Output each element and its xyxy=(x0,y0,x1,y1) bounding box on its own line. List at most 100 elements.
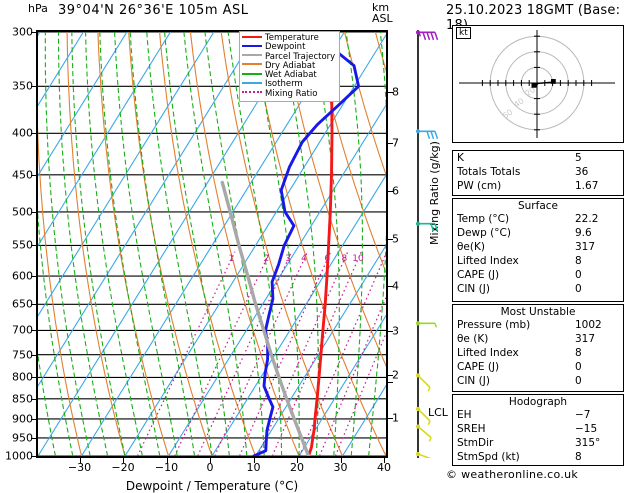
height-tick-mark xyxy=(388,239,393,241)
height-tick-label: 2 xyxy=(392,368,399,382)
pressure-tick-mark xyxy=(31,245,36,247)
pressure-tick-mark xyxy=(31,354,36,356)
pressure-tick-mark xyxy=(31,330,36,332)
legend-item: Dewpoint xyxy=(242,42,335,52)
pressure-tick-mark xyxy=(31,304,36,306)
stat-key: Dewp (°C) xyxy=(457,227,511,239)
pressure-tick-mark xyxy=(31,437,36,439)
height-tick-label: 1 xyxy=(392,411,399,425)
wind-barb xyxy=(415,424,432,442)
stat-key: θe (K) xyxy=(457,333,489,345)
stat-value: 317 xyxy=(575,241,596,253)
temperature-tick-mark xyxy=(297,458,298,463)
height-unit-line2: ASL xyxy=(372,12,393,25)
height-tick-mark xyxy=(388,375,393,377)
temperature-tick-label: −30 xyxy=(67,461,92,474)
height-unit-label: km ASL xyxy=(372,2,393,24)
stat-key: StmSpd (kt) xyxy=(457,451,520,463)
stat-key: Temp (°C) xyxy=(457,213,510,225)
pressure-tick-mark xyxy=(31,211,36,213)
pressure-tick-label: 700 xyxy=(12,323,33,337)
pressure-unit-label: hPa xyxy=(28,2,48,15)
pressure-tick-mark xyxy=(31,377,36,379)
most-unstable-panel-title: Most Unstable xyxy=(500,306,576,318)
temperature-tick-mark xyxy=(384,458,385,463)
stat-row: SREH −15 xyxy=(453,422,623,436)
pressure-tick-label: 400 xyxy=(12,126,33,140)
pressure-tick-label: 500 xyxy=(12,205,33,219)
stat-row: CIN (J) 0 xyxy=(453,282,623,296)
lcl-marker-label: LCL xyxy=(428,405,448,419)
height-unit-line1: km xyxy=(372,1,390,14)
mixing-ratio-value-label: 6 xyxy=(324,254,331,265)
stat-row: Temp (°C) 22.2 xyxy=(453,212,623,226)
sounding-plot-area[interactable] xyxy=(36,30,388,458)
stat-value: 0 xyxy=(575,283,582,295)
wind-barb xyxy=(415,321,438,328)
hodograph-ring-label: 60 xyxy=(501,108,515,121)
pressure-tick-mark xyxy=(31,174,36,176)
wind-barb xyxy=(415,221,439,232)
surface-panel: Surface Temp (°C) 22.2 Dewp (°C) 9.6 θe(K) 31… xyxy=(452,198,624,302)
hodograph-stats-title: Hodograph xyxy=(508,396,568,408)
height-tick-mark xyxy=(388,142,393,144)
temperature-tick-label: 20 xyxy=(290,461,304,474)
pressure-tick-label: 900 xyxy=(12,412,33,426)
legend-swatch xyxy=(242,62,265,71)
height-tick-mark xyxy=(388,92,393,94)
hodograph-plot[interactable]: kt 20 40 60 xyxy=(452,25,624,143)
wind-barb xyxy=(415,373,431,392)
sounding-chart[interactable]: 300 350 400 450 500 550 600 650 700 750 800 850 900 9… xyxy=(5,26,448,493)
pressure-tick-mark xyxy=(31,133,36,135)
mixing-ratio-value-label: 2 xyxy=(263,254,270,265)
temperature-tick-label: −20 xyxy=(111,461,135,474)
pressure-tick-label: 550 xyxy=(12,238,33,252)
wind-barb xyxy=(415,30,439,41)
pressure-tick-label: 650 xyxy=(12,297,33,311)
stat-row: Totals Totals 36 xyxy=(453,165,623,179)
wind-barb xyxy=(415,129,439,140)
stat-row: StmSpd (kt) 8 xyxy=(453,450,623,464)
height-tick-mark xyxy=(388,418,393,420)
legend-item: Temperature xyxy=(242,33,335,43)
pressure-tick-mark xyxy=(31,86,36,88)
stat-row: CAPE (J) 0 xyxy=(453,360,623,374)
height-tick-mark xyxy=(388,285,393,287)
stat-value: 0 xyxy=(575,375,582,387)
legend-label: Temperature xyxy=(265,33,319,43)
wind-barb xyxy=(415,406,431,426)
chart-legend: Temperature Dewpoint Parcel Trajectory Dry … xyxy=(239,31,341,103)
temperature-tick-label: 10 xyxy=(246,461,261,474)
stat-key: CAPE (J) xyxy=(457,269,500,281)
station-coordinates: 39°04'N 26°36'E 105m ASL xyxy=(58,3,249,18)
stat-row: StmDir 315° xyxy=(453,436,623,450)
stat-key: θe(K) xyxy=(457,241,485,253)
legend-label: Isotherm xyxy=(265,79,303,90)
pressure-tick-label: 850 xyxy=(12,392,33,406)
height-tick-label: 3 xyxy=(392,324,399,338)
stat-key: Lifted Index xyxy=(457,255,519,267)
legend-item: Dry Adiabat xyxy=(242,61,335,71)
stat-value: 9.6 xyxy=(575,227,592,239)
height-tick-mark xyxy=(388,330,393,332)
indices-panel: K 5 Totals Totals 36 PW (cm) 1.67 xyxy=(452,150,624,196)
pressure-tick-label: 950 xyxy=(12,431,33,445)
legend-item: Wet Adiabat xyxy=(242,70,335,80)
stat-value: 5 xyxy=(575,152,582,164)
most-unstable-panel: Most Unstable Pressure (mb) 1002 θe (K) 317… xyxy=(452,304,624,392)
pressure-tick-label: 600 xyxy=(12,269,33,283)
stat-row: PW (cm) 1.67 xyxy=(453,179,623,193)
stat-key: Totals Totals xyxy=(457,166,521,178)
pressure-tick-label: 300 xyxy=(12,25,33,39)
height-tick-label: 5 xyxy=(392,232,399,246)
stat-row: Pressure (mb) 1002 xyxy=(453,318,623,332)
stat-key: CAPE (J) xyxy=(457,361,500,373)
stat-key: CIN (J) xyxy=(457,283,490,295)
pressure-tick-label: 750 xyxy=(12,348,33,362)
pressure-tick-label: 1000 xyxy=(5,449,33,463)
mixing-ratio-value-label: 4 xyxy=(301,254,307,265)
stat-key: Pressure (mb) xyxy=(457,319,531,331)
legend-swatch xyxy=(242,53,265,62)
hodograph-unit-label: kt xyxy=(456,27,471,39)
legend-swatch xyxy=(242,90,265,99)
